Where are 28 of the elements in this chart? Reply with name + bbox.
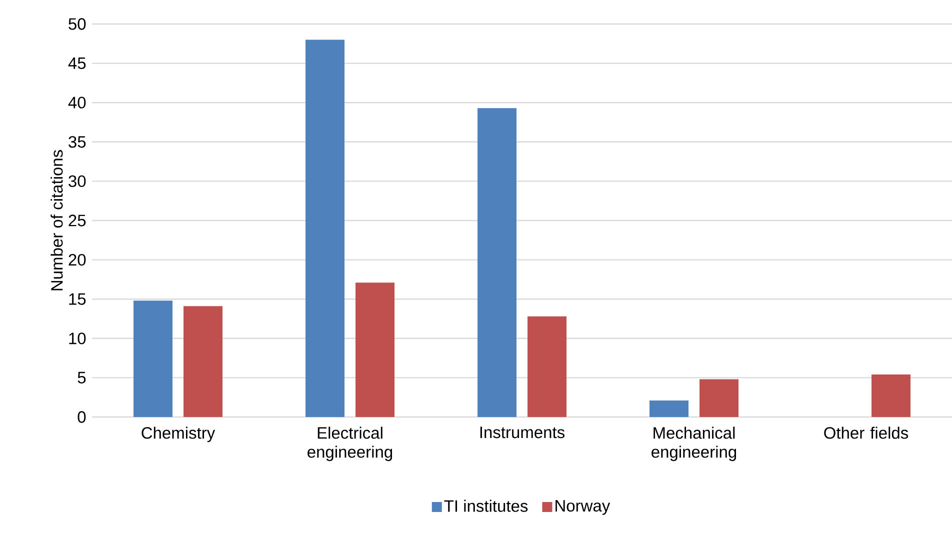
y-tick-label: 25 <box>68 214 86 226</box>
y-tick-label: 10 <box>69 332 86 344</box>
y-tick-label: 45 <box>68 58 86 70</box>
y-tick-label: 20 <box>68 254 86 266</box>
x-tick-label: Other fields <box>824 426 908 439</box>
x-tick-label: Chemistry <box>142 426 216 442</box>
bar <box>134 300 172 417</box>
bar <box>306 40 344 417</box>
y-axis-title: Number of citations <box>50 150 63 290</box>
legend-label: TI institutes <box>444 500 528 512</box>
y-tick-label: 35 <box>68 136 86 148</box>
y-tick-label: 15 <box>69 293 86 305</box>
bar <box>356 282 395 417</box>
x-tick-label: Instruments <box>480 426 565 438</box>
legend-label: Norway <box>556 500 610 515</box>
bar <box>184 306 222 417</box>
x-tick-label: Mechanical engineering <box>652 426 736 462</box>
y-tick-label: 40 <box>68 96 86 108</box>
bar <box>528 316 567 417</box>
bar <box>700 379 739 417</box>
bar <box>478 108 517 417</box>
bar <box>872 374 911 417</box>
y-tick-label: 5 <box>78 372 86 384</box>
y-tick-label: 30 <box>68 175 86 188</box>
y-tick-label: 50 <box>68 18 86 30</box>
x-tick-label: Electrical engineering <box>308 426 392 462</box>
y-tick-label: 0 <box>78 411 86 423</box>
bar <box>650 400 689 417</box>
